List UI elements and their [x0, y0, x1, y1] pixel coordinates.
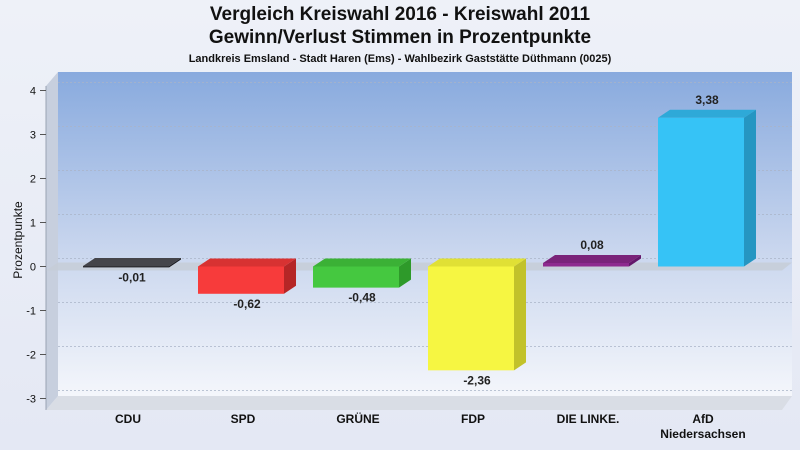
bar-top	[658, 109, 756, 118]
bar-front	[543, 262, 629, 267]
bar-top	[543, 254, 641, 263]
bar-top	[83, 258, 181, 266]
bar-cdu	[83, 258, 181, 268]
chart-subtitle: Landkreis Emsland - Stadt Haren (Ems) - …	[188, 53, 612, 65]
chart-title-line1: Vergleich Kreiswahl 2016 - Kreiswahl 201…	[209, 4, 591, 25]
x-category-label: SPD	[231, 412, 256, 426]
y-tick-label: 0	[30, 262, 36, 274]
y-tick-label: -1	[26, 306, 36, 318]
bar-die-linke-	[543, 254, 641, 267]
plot-floor	[46, 396, 792, 410]
y-tick-label: 4	[30, 86, 36, 98]
bar-side	[284, 258, 296, 294]
bar-front	[313, 266, 399, 288]
bar-side	[399, 258, 411, 288]
x-category-label: Niedersachsen	[660, 427, 745, 441]
bar-top	[428, 258, 526, 267]
bar-gr-ne	[313, 258, 411, 288]
bar-side	[744, 109, 756, 267]
bar-top	[198, 258, 296, 267]
value-label: -0,01	[118, 270, 146, 284]
x-category-label: GRÜNE	[336, 411, 379, 426]
bar-side	[629, 254, 641, 267]
bar-front	[198, 266, 284, 294]
value-label: 3,38	[695, 93, 719, 107]
y-tick-label: 3	[30, 130, 36, 142]
y-tick-label: 1	[30, 218, 36, 230]
x-category-label: DIE LINKE.	[557, 412, 620, 426]
bar-front	[658, 117, 744, 267]
plot-back-wall	[58, 72, 792, 396]
y-tick-label: -2	[26, 350, 36, 362]
chart-title-line2: Gewinn/Verlust Stimmen in Prozentpunkte	[208, 27, 592, 48]
y-tick-label: -3	[26, 394, 36, 406]
bar-top	[313, 258, 411, 267]
bar-front	[83, 266, 169, 268]
y-axis-label: Prozentpunkte	[11, 201, 25, 279]
value-label: 0,08	[580, 238, 604, 252]
bar-front	[428, 266, 514, 371]
value-label: -0,62	[233, 297, 261, 311]
x-category-label: FDP	[461, 412, 485, 426]
y-tick-label: 2	[30, 174, 36, 186]
x-category-label: CDU	[115, 412, 141, 426]
value-label: -2,36	[463, 373, 491, 387]
value-label: -0,48	[348, 291, 376, 305]
bar-fdp	[428, 258, 526, 371]
bar-afd-niedersachsen	[658, 109, 756, 267]
x-category-label: AfD	[692, 412, 714, 426]
bar-side	[514, 258, 526, 371]
bar-side	[169, 258, 181, 268]
bar-spd	[198, 258, 296, 294]
plot-left-wall	[46, 72, 58, 410]
